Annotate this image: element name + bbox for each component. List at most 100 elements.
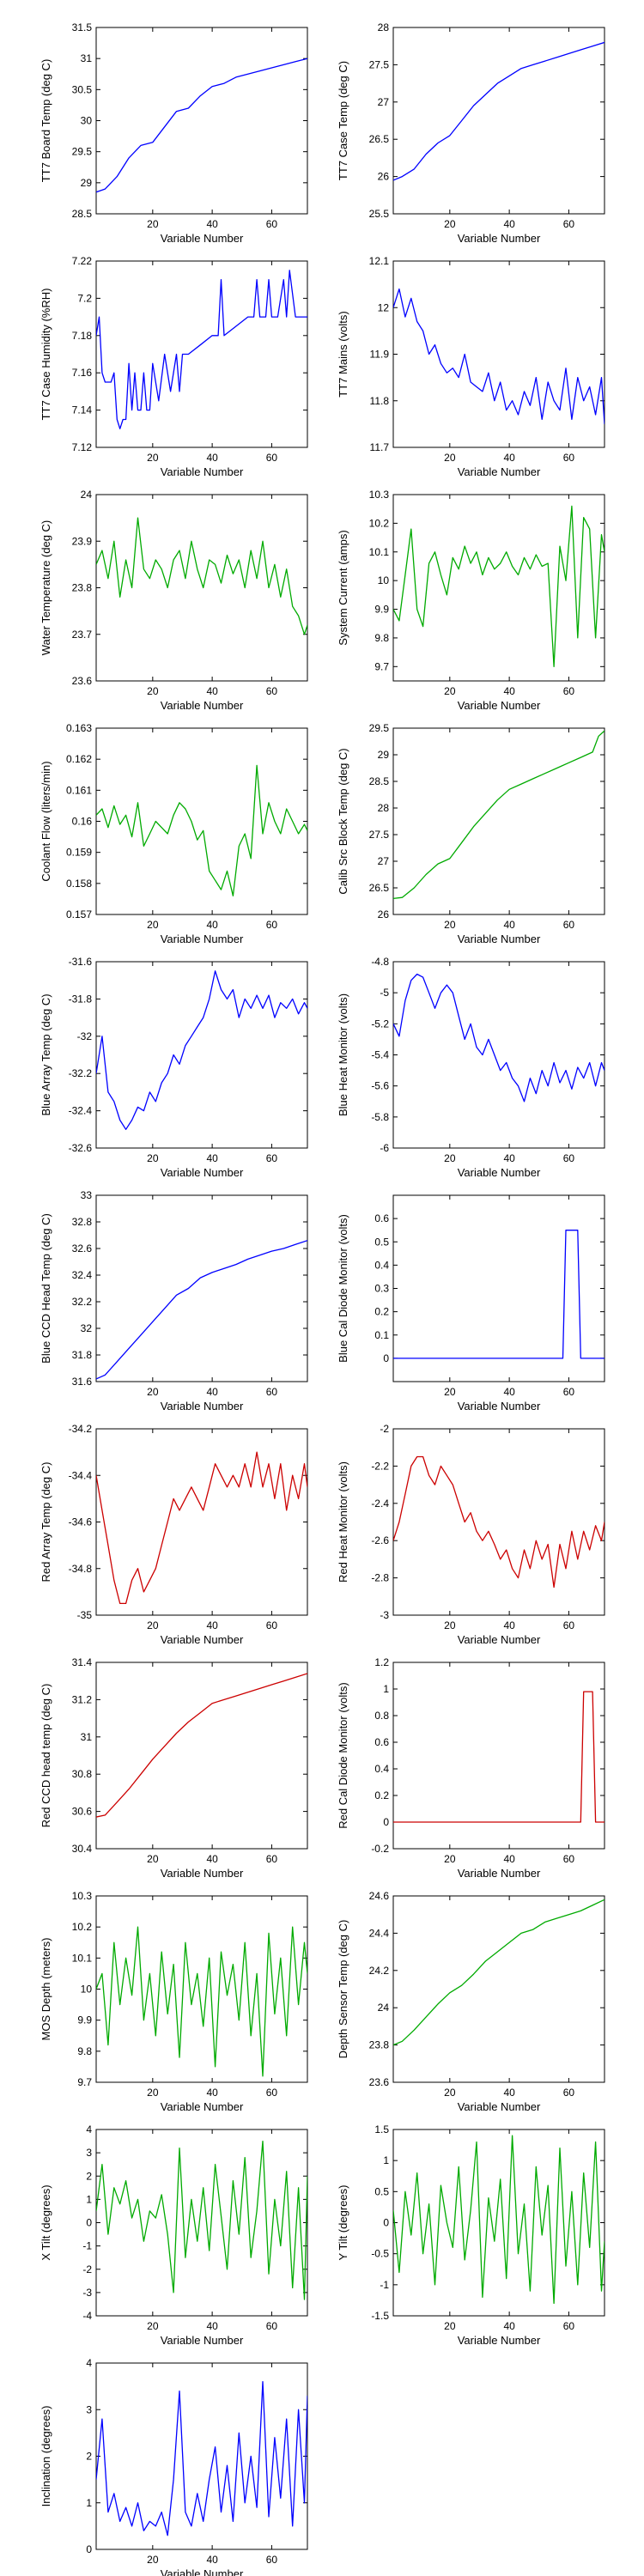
subplot-14: -3 -2.8 -2.6 -2.4 -2.2 -2 20 40 60 Variable Numbe… — [337, 1423, 605, 1646]
y-tick-label: 24 — [378, 2002, 390, 2014]
y-tick-label: 0.6 — [374, 1212, 389, 1224]
x-axis-label: Variable Number — [161, 699, 244, 712]
y-tick-label: 28.5 — [369, 775, 390, 787]
subplot-4: 11.7 11.8 11.9 12 12.1 20 40 60 Variable Number T… — [337, 255, 605, 478]
y-tick-label: -2 — [380, 1423, 389, 1435]
y-tick-label: 7.18 — [72, 330, 93, 342]
y-tick-label: 28 — [378, 21, 390, 33]
y-tick-label: 26 — [378, 171, 390, 183]
y-tick-label: 0.161 — [66, 784, 92, 796]
subplot-8: 26 26.5 27 27.5 28 28.5 29 29.5 20 40 60 Variable N… — [337, 722, 605, 945]
series-line — [393, 288, 605, 424]
y-tick-label: -35 — [77, 1609, 93, 1621]
x-tick-label: 20 — [444, 2320, 456, 2332]
x-tick-label: 60 — [266, 2087, 278, 2099]
y-tick-label: 28 — [378, 802, 390, 814]
x-tick-label: 60 — [563, 2320, 575, 2332]
y-tick-label: 0.3 — [374, 1283, 389, 1295]
subplot-21: 0 1 2 3 4 20 40 60 Variable Number Inclination (d… — [39, 2357, 308, 2576]
x-tick-label: 20 — [444, 685, 456, 697]
series-line — [393, 505, 605, 667]
plot-frame — [392, 260, 605, 448]
x-tick-label: 20 — [444, 919, 456, 931]
x-axis-label: Variable Number — [458, 1633, 541, 1646]
y-tick-label: -31.8 — [69, 993, 93, 1005]
series-line — [393, 730, 605, 900]
plot-frame — [95, 27, 308, 215]
y-tick-label: 32 — [81, 1322, 93, 1334]
y-tick-label: 23.8 — [72, 582, 93, 594]
y-tick-label: 29 — [81, 177, 93, 189]
y-tick-label: 0.5 — [374, 1236, 389, 1248]
y-axis-label: Blue Cal Diode Monitor (volts) — [337, 1214, 349, 1363]
y-tick-label: 7.14 — [72, 404, 93, 416]
y-tick-label: 0.2 — [374, 1306, 389, 1318]
x-tick-label: 40 — [503, 685, 515, 697]
x-tick-label: 60 — [563, 1152, 575, 1164]
y-tick-label: 2 — [86, 2451, 92, 2463]
y-tick-label: 0.2 — [374, 1789, 389, 1801]
y-tick-label: 24.6 — [369, 1890, 390, 1902]
y-tick-label: 30.5 — [72, 83, 93, 95]
x-tick-label: 40 — [206, 1152, 218, 1164]
y-tick-label: 10.3 — [369, 489, 390, 501]
y-tick-label: 0.1 — [374, 1329, 389, 1341]
y-tick-label: 31.5 — [72, 21, 93, 33]
y-tick-label: 0.4 — [374, 1763, 389, 1775]
y-tick-label: 31.4 — [72, 1656, 93, 1668]
y-tick-label: 28.5 — [72, 208, 93, 220]
y-axis-label: Blue Heat Monitor (volts) — [337, 993, 349, 1116]
y-axis-label: X Tilt (degrees) — [39, 2184, 52, 2260]
y-tick-label: 23.6 — [72, 675, 93, 687]
y-tick-label: 31.8 — [72, 1349, 93, 1361]
x-tick-label: 60 — [563, 2087, 575, 2099]
y-tick-label: -34.8 — [69, 1563, 93, 1575]
y-axis-label: Red Array Temp (deg C) — [39, 1462, 52, 1583]
series-line — [393, 973, 605, 1103]
y-tick-label: 29.5 — [369, 722, 390, 734]
y-tick-label: -2.2 — [371, 1460, 389, 1472]
y-tick-label: -2.4 — [371, 1498, 389, 1510]
y-tick-label: 24 — [81, 489, 93, 501]
series-line — [393, 1691, 605, 1823]
y-tick-label: 23.6 — [369, 2076, 390, 2088]
x-tick-label: 60 — [266, 452, 278, 464]
plot-frame — [95, 494, 308, 682]
y-tick-label: 11.9 — [370, 349, 390, 361]
y-tick-label: 23.7 — [72, 629, 93, 641]
y-tick-label: -1 — [82, 2240, 92, 2252]
y-tick-label: 10.1 — [72, 1952, 93, 1964]
y-axis-label: Blue CCD Head Temp (deg C) — [39, 1213, 52, 1364]
y-tick-label: -6 — [380, 1142, 389, 1154]
y-tick-label: 0.158 — [66, 878, 92, 890]
y-tick-label: 7.16 — [72, 367, 93, 379]
plot-frame — [95, 2362, 308, 2550]
series-line — [393, 1230, 605, 1359]
x-tick-label: 20 — [444, 2087, 456, 2099]
y-tick-label: 1.2 — [374, 1656, 389, 1668]
y-tick-label: -32 — [77, 1030, 93, 1042]
series-line — [96, 970, 307, 1130]
subplot-13: -35 -34.8 -34.6 -34.4 -34.2 20 40 60 Variable Nu… — [39, 1423, 308, 1646]
subplot-1: 28.5 29 29.5 30 30.5 31 31.5 20 40 60 Variable Num… — [39, 21, 308, 245]
y-tick-label: 10.2 — [72, 1921, 93, 1933]
x-tick-label: 20 — [147, 452, 159, 464]
x-tick-label: 60 — [266, 218, 278, 230]
y-tick-label: 0 — [86, 2543, 92, 2555]
x-tick-label: 40 — [206, 2087, 218, 2099]
x-axis-label: Variable Number — [458, 1166, 541, 1179]
y-axis-label: Calib Src Block Temp (deg C) — [337, 748, 349, 894]
x-axis-label: Variable Number — [458, 1400, 541, 1413]
y-axis-label: Blue Array Temp (deg C) — [39, 993, 52, 1115]
subplot-10: -6 -5.8 -5.6 -5.4 -5.2 -5 -4.8 20 40 60 Variable N… — [337, 956, 605, 1179]
x-tick-label: 40 — [503, 1152, 515, 1164]
x-tick-label: 40 — [206, 919, 218, 931]
series-line — [96, 764, 307, 896]
y-tick-label: 10.2 — [369, 517, 390, 529]
y-tick-label: 1 — [86, 2193, 92, 2205]
x-tick-label: 60 — [266, 685, 278, 697]
subplot-9: -32.6 -32.4 -32.2 -32 -31.8 -31.6 20 40 60 Variab… — [39, 956, 308, 1179]
subplot-18: 23.6 23.8 24 24.2 24.4 24.6 20 40 60 Variable Num… — [337, 1890, 605, 2113]
subplot-2: 25.5 26 26.5 27 27.5 28 20 40 60 Variable Number T… — [337, 21, 605, 245]
y-tick-label: 9.7 — [77, 2076, 92, 2088]
